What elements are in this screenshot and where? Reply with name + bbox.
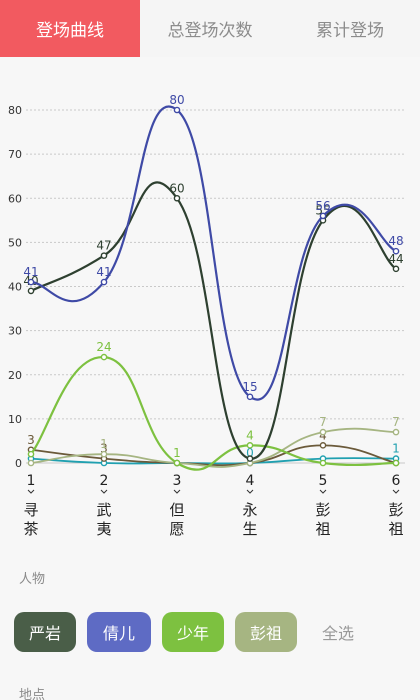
chevron-down-icon (319, 489, 327, 494)
tab-curve[interactable]: 登场曲线 (0, 0, 140, 57)
tab-total-count[interactable]: 总登场次数 (167, 21, 253, 41)
data-label: 0 (246, 446, 254, 460)
x-tick-label: 1 (27, 473, 36, 489)
data-label: 4 (246, 428, 254, 442)
data-label: 24 (96, 340, 111, 354)
data-label: 41 (96, 265, 111, 279)
data-point (27, 450, 35, 458)
series-line (30, 444, 397, 467)
data-label: 44 (388, 252, 403, 266)
chevron-down-icon (27, 489, 35, 494)
data-label: 80 (169, 93, 184, 107)
category-label: 愿 (169, 520, 184, 538)
data-label: 41 (23, 265, 38, 279)
data-point (100, 252, 108, 259)
chevron-down-icon (173, 489, 181, 494)
data-point (392, 428, 400, 436)
category-label: 但 (169, 501, 184, 519)
y-tick-label: 60 (8, 192, 22, 205)
category-label: 生 (242, 520, 257, 538)
y-tick-label: 0 (15, 457, 22, 470)
data-label: 1 (100, 437, 108, 451)
data-label: 56 (315, 199, 330, 213)
y-tick-label: 80 (8, 104, 22, 117)
category-label: 永 (242, 501, 257, 519)
chip-yanyan[interactable]: 严岩 (14, 612, 76, 652)
y-tick-label: 20 (8, 369, 22, 382)
data-point (100, 278, 108, 286)
data-point (392, 247, 400, 255)
chip-pengzu[interactable]: 彭祖 (235, 612, 297, 652)
chip-qianer[interactable]: 倩儿 (87, 612, 151, 652)
data-point (173, 106, 181, 114)
y-tick-label: 70 (8, 148, 22, 161)
data-point (100, 450, 108, 458)
series-line (30, 105, 397, 401)
category-label: 茶 (23, 520, 38, 538)
category-label: 彭 (388, 501, 403, 519)
data-label: 7 (392, 415, 400, 429)
data-point (27, 278, 35, 286)
data-label: 7 (319, 415, 327, 429)
data-point (246, 442, 254, 449)
people-section-title: 人物 (19, 572, 46, 587)
data-label: 48 (388, 234, 403, 248)
select-all-button[interactable]: 全选 (321, 624, 354, 643)
category-label: 祖 (315, 520, 330, 538)
category-label: 祖 (388, 520, 403, 538)
category-label: 彭 (315, 501, 330, 519)
data-point (392, 265, 400, 273)
data-point (100, 353, 108, 361)
people-chips: 严岩 倩儿 少年 彭祖 全选 (14, 612, 379, 652)
category-label: 寻 (23, 501, 38, 519)
category-label: 夷 (96, 520, 111, 538)
x-tick-label: 4 (246, 473, 255, 489)
place-section-title: 地点 (19, 688, 46, 700)
data-point (27, 287, 35, 295)
data-label: 3 (100, 442, 108, 456)
data-label: 60 (169, 181, 184, 195)
data-point (319, 212, 327, 220)
category-label: 武 (96, 501, 111, 519)
data-label: 47 (96, 239, 111, 253)
series-line (30, 181, 397, 460)
y-tick-label: 30 (8, 325, 22, 338)
series-line (30, 355, 397, 471)
data-point (27, 459, 35, 467)
series-line (30, 427, 397, 468)
data-label: 1 (173, 446, 181, 460)
y-tick-label: 10 (8, 413, 22, 426)
x-tick-label: 3 (173, 473, 182, 489)
x-tick-label: 2 (100, 473, 109, 489)
data-label: 3 (27, 433, 35, 447)
x-tick-label: 6 (392, 473, 401, 489)
data-point (173, 194, 181, 202)
y-tick-label: 40 (8, 281, 22, 294)
tab-cumulative[interactable]: 累计登场 (316, 21, 384, 41)
data-label: 15 (242, 380, 257, 394)
data-point (319, 428, 327, 436)
data-point (392, 459, 400, 467)
data-point (246, 393, 254, 401)
data-label: 1 (392, 442, 400, 456)
data-point (319, 442, 327, 449)
chart-canvas: 010203040506070801寻茶2武夷3但愿4永生5彭祖6彭祖01334… (8, 93, 405, 538)
chevron-down-icon (246, 489, 254, 494)
chevron-down-icon (392, 489, 400, 494)
data-point (173, 459, 181, 467)
data-point (319, 459, 327, 467)
chip-shaonian[interactable]: 少年 (162, 612, 224, 652)
data-point (246, 455, 254, 462)
x-tick-label: 5 (319, 473, 328, 489)
tab-bar: 登场曲线 总登场次数 累计登场 (0, 0, 420, 57)
y-tick-label: 50 (8, 236, 22, 249)
chevron-down-icon (100, 489, 108, 494)
line-chart: 010203040506070801寻茶2武夷3但愿4永生5彭祖6彭祖01334… (0, 57, 420, 547)
